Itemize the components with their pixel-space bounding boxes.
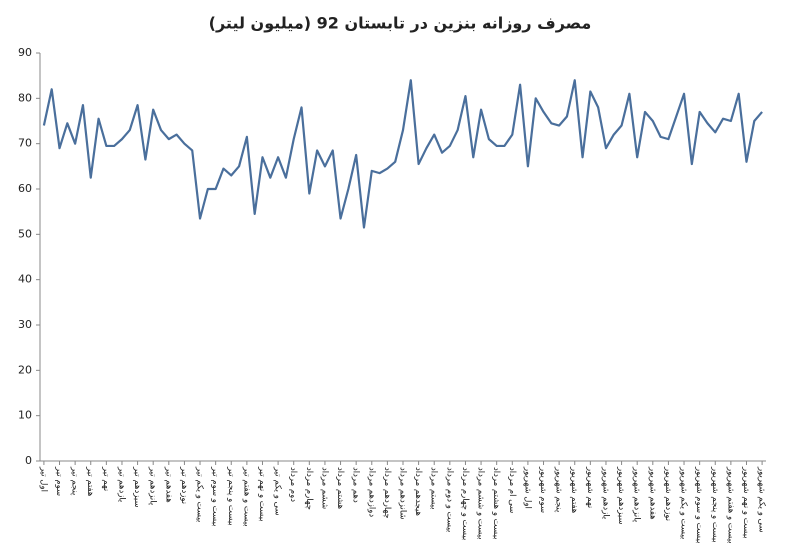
x-tick-label: بیست و هفتم تیر (241, 466, 251, 527)
x-tick-label: بیستم مرداد (429, 467, 439, 510)
x-tick-label: پنجم تیر (70, 466, 80, 496)
x-tick-label: هشتم مرداد (335, 467, 345, 509)
x-tick-label: سی ام مرداد (507, 467, 517, 513)
x-tick-label: بیست و سوم شهریور (694, 466, 704, 543)
x-tick-label: یازدهم تیر (116, 466, 126, 503)
x-tick-label: چهارم مرداد (304, 467, 314, 510)
x-tick-label: پانزدهم شهریور (632, 466, 642, 523)
x-tick-label: هفدهم شهریور (647, 466, 657, 520)
x-tick-label: بیست و سوم تیر (210, 466, 220, 526)
x-tick-label: اول شهریور (522, 466, 532, 509)
x-tick-label: سیزدهم تیر (132, 466, 142, 508)
x-tick-label: پانزدهم تیر (148, 466, 158, 506)
x-tick-label: بیست و هشتم مرداد (491, 467, 501, 540)
x-tick-label: نوزدهم شهریور (663, 466, 673, 521)
x-tick-label: نهم تیر (101, 466, 111, 491)
chart-title: مصرف روزانه بنزین در تابستان 92 (میلیون … (209, 14, 592, 33)
y-tick-label: 30 (18, 318, 32, 331)
x-tick-label: دوم مرداد (288, 467, 298, 502)
x-tick-label: سی و یکم شهریور (757, 466, 767, 533)
series-line (42, 79, 763, 229)
x-tick-label: چهاردهم مرداد (382, 467, 392, 519)
x-tick-label: ششم مرداد (319, 467, 329, 509)
x-tick-label: سیزدهم شهریور (616, 466, 626, 525)
y-tick-label: 90 (18, 46, 32, 59)
x-tick-label: هفتم شهریور (569, 466, 579, 513)
y-tick-label: 50 (18, 227, 32, 240)
x-tick-label: بیست و دوم مرداد (444, 467, 454, 532)
x-tick-label: نهم شهریور (585, 466, 595, 508)
x-tick-label: نوزدهم تیر (179, 466, 189, 504)
x-tick-label: اول تیر (38, 466, 48, 492)
x-tick-label: پنجم شهریور (554, 466, 564, 513)
x-tick-label: بیست و نهم شهریور (741, 466, 751, 539)
y-tick-label: 70 (18, 137, 32, 150)
x-tick-label: دهم مرداد (351, 467, 361, 503)
x-tick-label: هفتم تیر (85, 466, 95, 496)
x-tick-label: بیست و پنجم تیر (226, 466, 236, 526)
x-tick-label: شانزدهم مرداد (398, 467, 408, 520)
x-tick-label: بیست و چهارم مرداد (460, 467, 470, 540)
x-tick-label: سوم شهریور (538, 466, 548, 513)
x-tick-label: یازدهم شهریور (600, 466, 610, 520)
y-tick-label: 80 (18, 91, 32, 104)
x-tick-label: بیست و پنجم شهریور (710, 466, 720, 543)
x-tick-label: بیست و یکم تیر (195, 466, 205, 522)
y-tick-label: 10 (18, 409, 32, 422)
x-tick-label: بیست و یکم شهریور (679, 466, 689, 539)
x-tick-label: هیجدهم مرداد (413, 467, 423, 516)
y-tick-label: 20 (18, 363, 32, 376)
y-tick-label: 0 (25, 454, 32, 467)
y-tick-label: 40 (18, 273, 32, 286)
x-tick-label: بیست و هفتم شهریور (725, 466, 735, 544)
x-tick-label: دوازدهم مرداد (366, 467, 376, 517)
x-tick-label: بیست و نهم تیر (257, 466, 267, 522)
x-tick-label: سی و یکم تیر (273, 466, 283, 516)
x-tick-label: سوم تیر (54, 466, 64, 496)
y-tick-label: 60 (18, 182, 32, 195)
x-tick-label: هفدهم تیر (163, 466, 173, 503)
x-tick-label: بیست و ششم مرداد (476, 467, 486, 540)
